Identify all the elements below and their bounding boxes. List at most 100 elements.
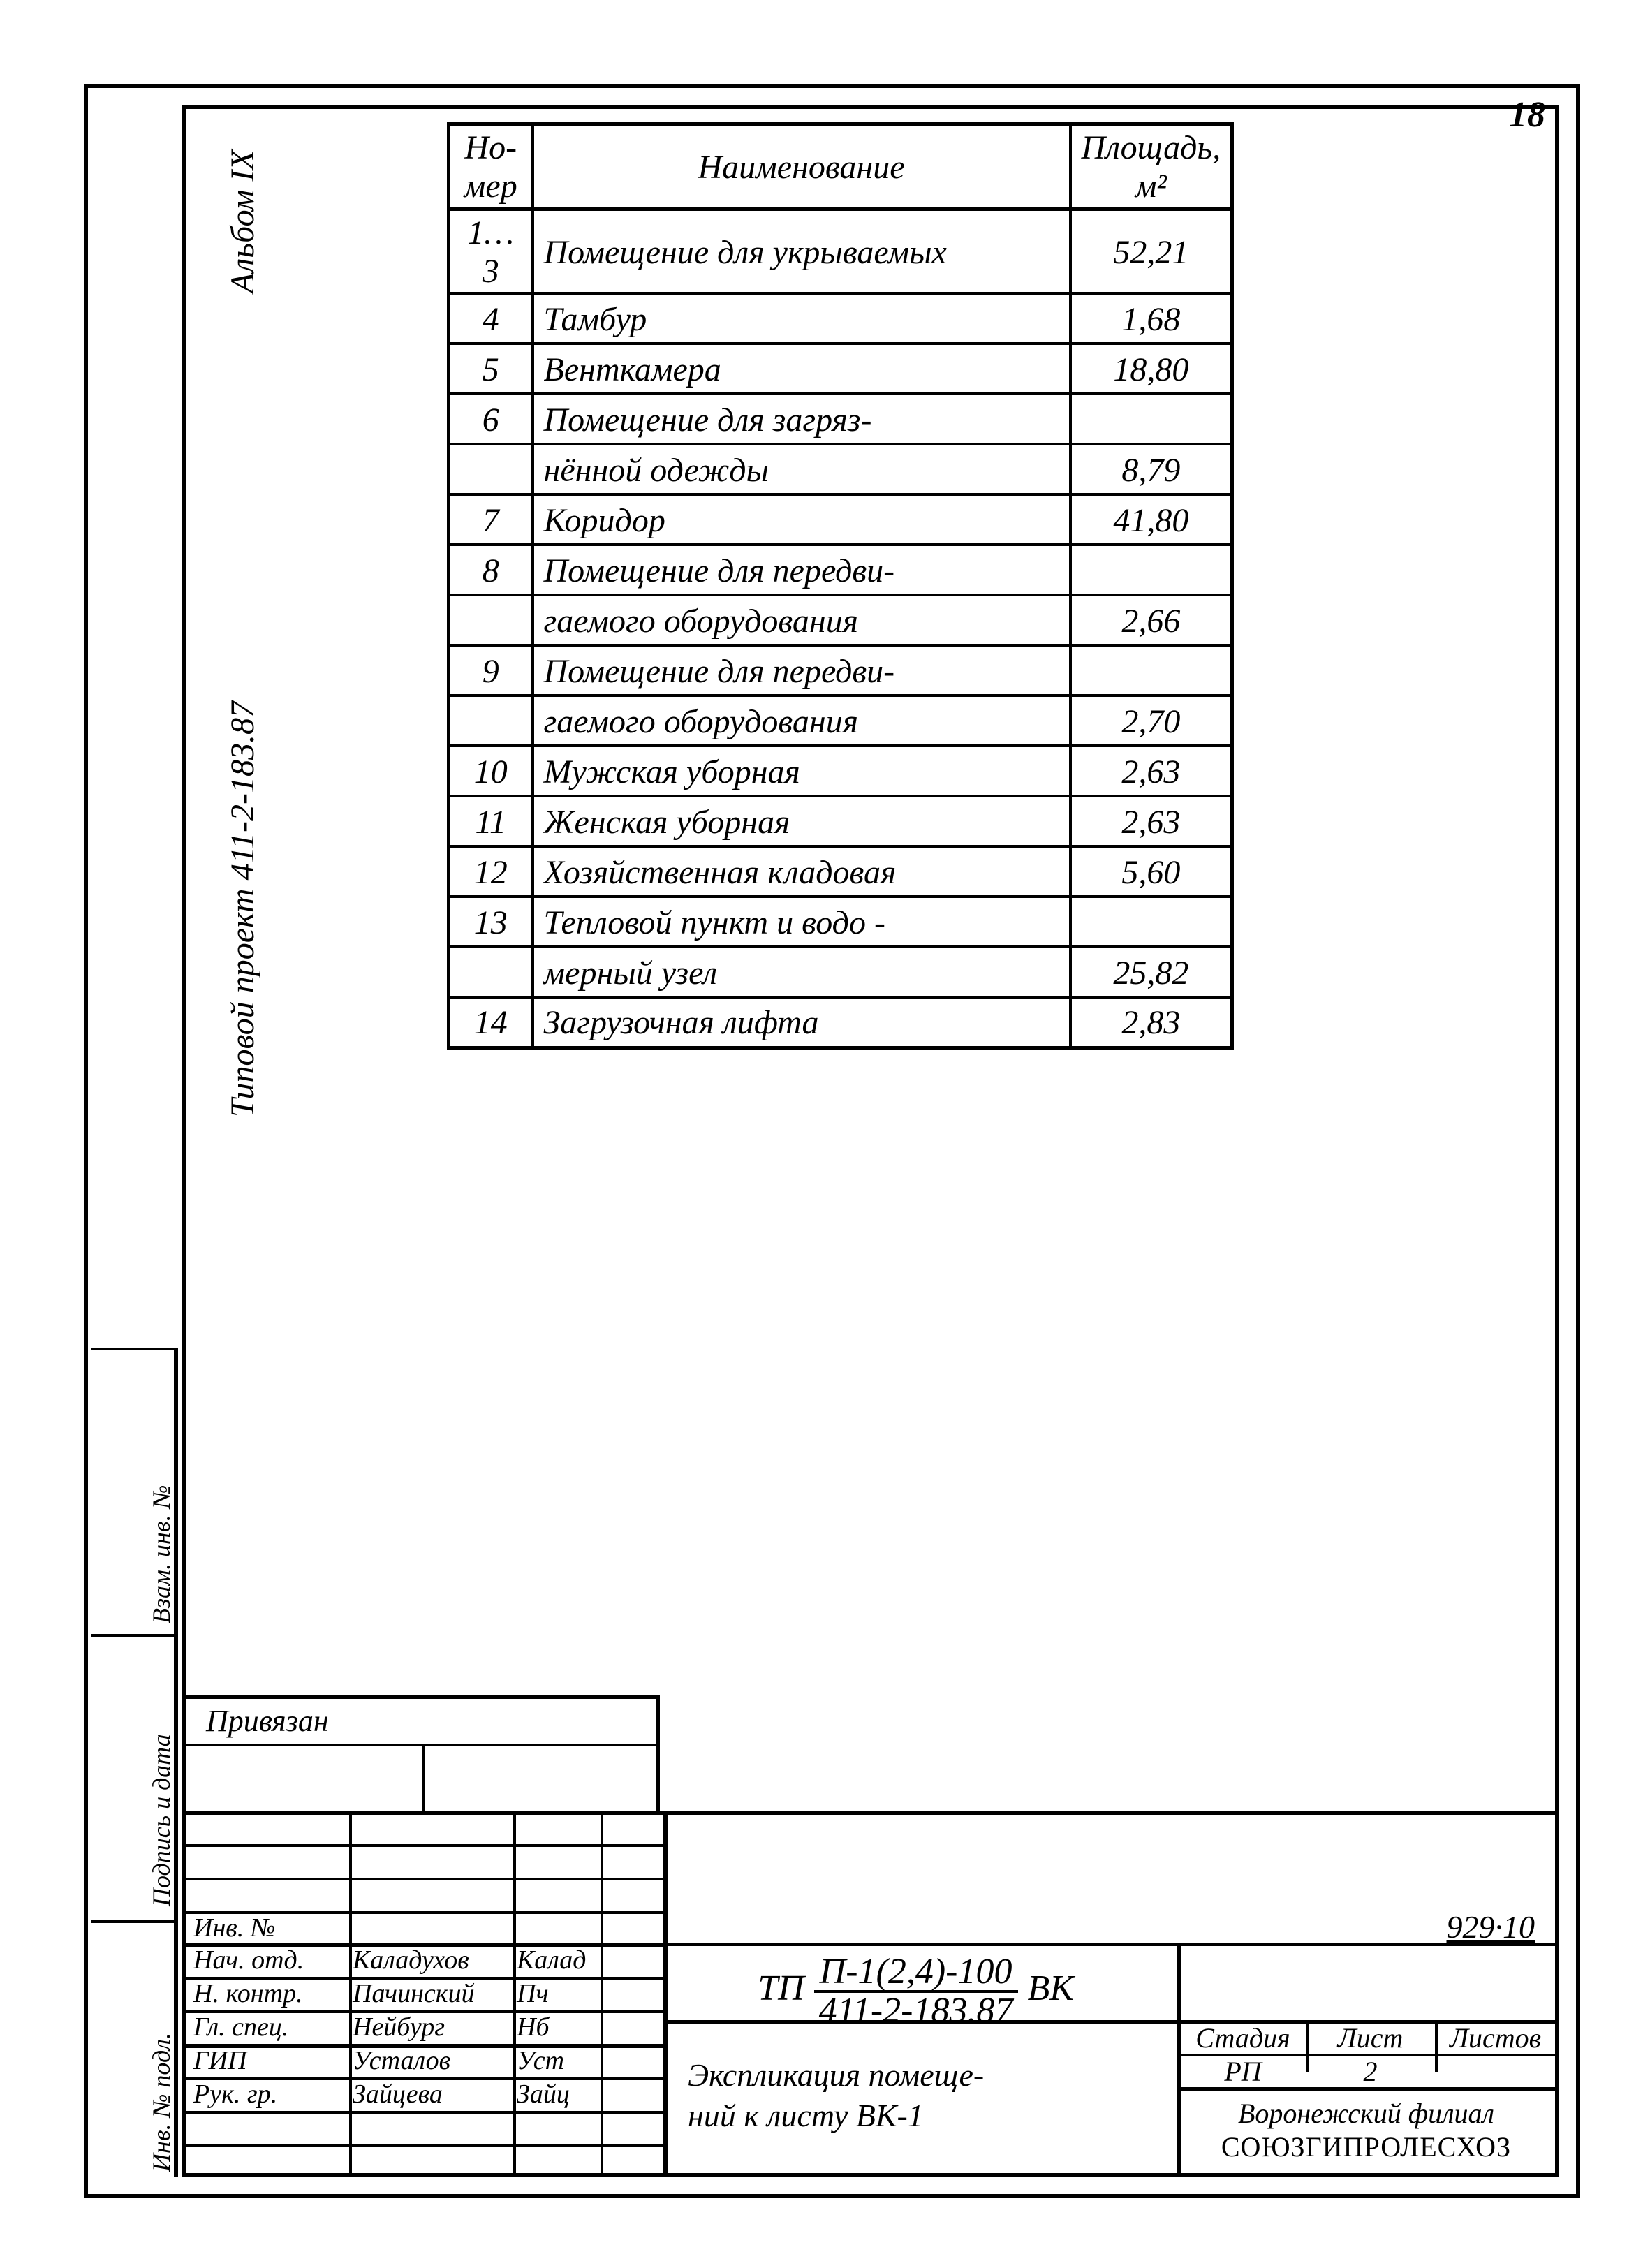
table-row: нённой одежды8,79 — [449, 444, 1232, 494]
lbl-sheet: Лист — [1306, 2022, 1435, 2054]
cell-name: Мужская уборная — [533, 746, 1070, 796]
cell-area: 25,82 — [1070, 947, 1232, 997]
cell-name: мерный узел — [533, 947, 1070, 997]
role-cell: Рук. гр. — [193, 2079, 344, 2109]
table-row: 9Помещение для передви- — [449, 645, 1232, 695]
table-row: гаемого оборудования2,66 — [449, 595, 1232, 645]
cell-num: 9 — [449, 645, 533, 695]
table-row: гаемого оборудования2,70 — [449, 695, 1232, 746]
role-cell: ГИП — [193, 2045, 344, 2076]
table-row: 12Хозяйственная кладовая5,60 — [449, 846, 1232, 897]
th-name: Наименование — [533, 124, 1070, 209]
page-number: 18 — [1509, 94, 1545, 135]
drawing-title: Экспликация помеще- ний к листу ВК-1 — [688, 2055, 1163, 2135]
side-text-album: Альбом IX — [223, 149, 262, 293]
role-cell: Нач. отд. — [193, 1945, 344, 1975]
role-cell: Н. контр. — [193, 1978, 344, 2009]
cell-name: Помещение для передви- — [533, 645, 1070, 695]
table-header-row: Но- мер Наименование Площадь, м² — [449, 124, 1232, 209]
table-row: мерный узел25,82 — [449, 947, 1232, 997]
cell-num — [449, 595, 533, 645]
th-num: Но- мер — [449, 124, 533, 209]
drawing-code: ТП П-1(2,4)-100 411-2-183.87 ВК — [667, 1954, 1165, 2029]
cell-area — [1070, 645, 1232, 695]
lbl-stage: Стадия — [1180, 2022, 1306, 2054]
cell-area: 2,66 — [1070, 595, 1232, 645]
explication-table: Но- мер Наименование Площадь, м² 1…3Поме… — [447, 122, 1234, 1050]
role-cell: Гл. спец. — [193, 2012, 344, 2042]
cell-area: 2,83 — [1070, 997, 1232, 1047]
cell-num — [449, 695, 533, 746]
cell-name: Хозяйственная кладовая — [533, 846, 1070, 897]
cell-num: 11 — [449, 796, 533, 846]
side-stamp-1: Подпись и дата — [147, 1734, 176, 1906]
cell-name: Женская уборная — [533, 796, 1070, 846]
privyazan-label: Привязан — [206, 1703, 329, 1739]
cell-num — [449, 947, 533, 997]
table-row: 5Венткамера18,80 — [449, 344, 1232, 394]
title-block: 929·10 ТП П-1(2,4)-100 411-2-183.87 ВК Э… — [185, 1811, 1556, 2174]
cell-area — [1070, 545, 1232, 595]
table-row: 7Коридор41,80 — [449, 494, 1232, 545]
cell-num: 4 — [449, 293, 533, 344]
role-cell: Каладухов — [353, 1945, 510, 1975]
role-cell: Зайцева — [353, 2079, 510, 2109]
cell-num: 14 — [449, 997, 533, 1047]
table-row: 13Тепловой пункт и водо - — [449, 897, 1232, 947]
role-cell: Пачинский — [353, 1978, 510, 2009]
role-cell: Усталов — [353, 2045, 510, 2076]
privyazan-box: Привязан — [185, 1695, 660, 1811]
cell-area: 2,63 — [1070, 746, 1232, 796]
organisation: Воронежский филиал СОЮЗГИПРОЛЕСХОЗ — [1177, 2097, 1556, 2164]
cell-num: 13 — [449, 897, 533, 947]
cell-num: 1…3 — [449, 209, 533, 293]
cell-area: 2,63 — [1070, 796, 1232, 846]
role-cell: Нб — [517, 2012, 597, 2042]
role-cell: Пч — [517, 1978, 597, 2009]
cell-name: Помещение для передви- — [533, 545, 1070, 595]
cell-area — [1070, 394, 1232, 444]
table-row: 6Помещение для загряз- — [449, 394, 1232, 444]
cell-num: 7 — [449, 494, 533, 545]
cell-area: 5,60 — [1070, 846, 1232, 897]
cell-name: Помещение для загряз- — [533, 394, 1070, 444]
table-row: 1…3Помещение для укрываемых52,21 — [449, 209, 1232, 293]
cell-name: Коридор — [533, 494, 1070, 545]
drawing-sheet: 18 Типовой проект 411-2-183.87 Альбом IX… — [0, 0, 1650, 2268]
cell-num: 12 — [449, 846, 533, 897]
role-cell: Инв. № — [193, 1913, 344, 1943]
role-cell: Зайц — [517, 2079, 597, 2109]
side-text-project: Типовой проект 411-2-183.87 — [223, 701, 262, 1117]
side-stamp-2: Взам. инв. № — [147, 1485, 176, 1623]
cell-name: нённой одежды — [533, 444, 1070, 494]
cell-name: гаемого оборудования — [533, 695, 1070, 746]
table-row: 11Женская уборная2,63 — [449, 796, 1232, 846]
cell-num — [449, 444, 533, 494]
cell-name: Тамбур — [533, 293, 1070, 344]
table-row: 10Мужская уборная2,63 — [449, 746, 1232, 796]
val-stage: РП — [1180, 2055, 1306, 2088]
cell-area: 2,70 — [1070, 695, 1232, 746]
cell-area: 1,68 — [1070, 293, 1232, 344]
cell-area — [1070, 897, 1232, 947]
cell-name: Загрузочная лифта — [533, 997, 1070, 1047]
role-cell: Калад — [517, 1945, 597, 1975]
role-cell: Уст — [517, 2045, 597, 2076]
cell-area: 41,80 — [1070, 494, 1232, 545]
cell-num: 10 — [449, 746, 533, 796]
cell-name: Тепловой пункт и водо - — [533, 897, 1070, 947]
table-row: 14Загрузочная лифта2,83 — [449, 997, 1232, 1047]
cell-name: Венткамера — [533, 344, 1070, 394]
cell-num: 8 — [449, 545, 533, 595]
side-stamp-column: Взам. инв. № Подпись и дата Инв. № подл. — [91, 1348, 178, 2177]
cell-name: Помещение для укрываемых — [533, 209, 1070, 293]
role-cell: Нейбург — [353, 2012, 510, 2042]
cell-name: гаемого оборудования — [533, 595, 1070, 645]
cell-area: 52,21 — [1070, 209, 1232, 293]
table-row: 4Тамбур1,68 — [449, 293, 1232, 344]
cell-num: 5 — [449, 344, 533, 394]
cell-num: 6 — [449, 394, 533, 444]
code-right: 929·10 — [1447, 1908, 1535, 1945]
lbl-sheets: Листов — [1435, 2022, 1556, 2054]
side-stamp-0: Инв. № подл. — [147, 2033, 176, 2172]
